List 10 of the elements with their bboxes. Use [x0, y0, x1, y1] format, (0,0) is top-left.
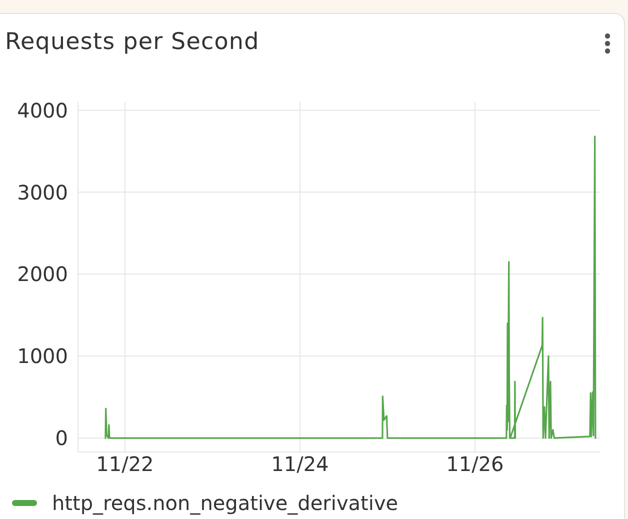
x-tick-label: 11/24: [271, 452, 329, 476]
legend-label: http_reqs.non_negative_derivative: [52, 491, 398, 515]
y-tick-label: 4000: [17, 98, 68, 122]
x-tick-label: 11/22: [96, 452, 154, 476]
y-tick-label: 2000: [17, 262, 68, 286]
y-tick-label: 0: [55, 426, 68, 450]
chart-title: Requests per Second: [5, 29, 260, 55]
y-tick-label: 1000: [17, 344, 68, 368]
x-tick-label: 11/26: [446, 452, 504, 476]
y-tick-label: 3000: [17, 180, 68, 204]
